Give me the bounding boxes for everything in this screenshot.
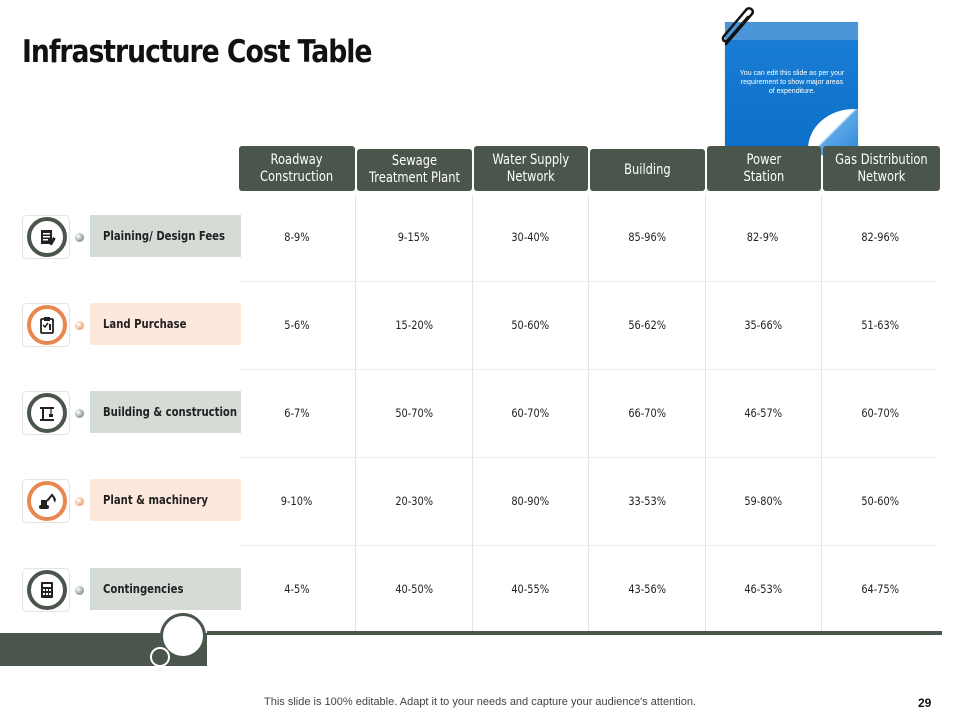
row-icon-badge	[27, 217, 67, 257]
column-header-sewage: Sewage Treatment Plant	[357, 149, 472, 191]
column-divider	[588, 195, 589, 632]
table-cell: 64-75%	[861, 582, 899, 596]
row-label: Contingencies	[90, 568, 241, 610]
crane-icon	[40, 407, 54, 421]
column-divider	[705, 195, 706, 632]
table-cell: 46-53%	[744, 582, 782, 596]
paperclip-icon	[721, 7, 754, 46]
table-cell: 50-60%	[861, 494, 899, 508]
bottom-rule	[207, 631, 942, 635]
page-title: Infrastructure Cost Table	[22, 34, 372, 70]
calculator-icon	[41, 582, 53, 598]
row-icon-badge	[27, 305, 67, 345]
table-cell: 4-5%	[284, 582, 310, 596]
table-cell: 85-96%	[628, 230, 666, 244]
column-divider	[821, 195, 822, 632]
table-cell: 51-63%	[861, 318, 899, 332]
table-cell: 6-7%	[284, 406, 310, 420]
table-cell: 82-9%	[747, 230, 779, 244]
sticky-note-text: You can edit this slide as per your requ…	[739, 70, 845, 95]
table-cell: 9-10%	[281, 494, 313, 508]
table-cell: 59-80%	[744, 494, 782, 508]
row-icon-badge	[27, 570, 67, 610]
column-divider	[472, 195, 473, 632]
column-header-water-supply: Water Supply Network	[474, 146, 588, 191]
table-cell: 80-90%	[511, 494, 549, 508]
row-icon-badge	[27, 481, 67, 521]
row-icon-badge	[27, 393, 67, 433]
table-cell: 56-62%	[628, 318, 666, 332]
table-cell: 8-9%	[284, 230, 310, 244]
page-number: 29	[918, 696, 932, 710]
table-cell: 50-60%	[511, 318, 549, 332]
footer-text: This slide is 100% editable. Adapt it to…	[264, 696, 696, 708]
row-label: Plant & machinery	[90, 479, 241, 521]
table-cell: 43-56%	[628, 582, 666, 596]
row-divider	[240, 457, 937, 458]
table-cell: 46-57%	[744, 406, 782, 420]
column-header-roadway: Roadway Construction	[239, 146, 355, 191]
table-cell: 40-50%	[395, 582, 433, 596]
column-header-gas-distribution: Gas Distribution Network	[823, 146, 940, 191]
sticky-note-band	[725, 22, 858, 40]
decorative-circle-small	[150, 647, 170, 667]
column-header-building: Building	[590, 149, 705, 191]
table-cell: 50-70%	[395, 406, 433, 420]
table-cell: 35-66%	[744, 318, 782, 332]
column-divider	[355, 195, 356, 632]
row-label: Plaining/ Design Fees	[90, 215, 241, 257]
table-cell: 66-70%	[628, 406, 666, 420]
table-cell: 82-96%	[861, 230, 899, 244]
connector-dot	[75, 409, 84, 418]
table-cell: 9-15%	[398, 230, 430, 244]
connector-dot	[75, 321, 84, 330]
connector-dot	[75, 233, 84, 242]
excavator-icon	[39, 493, 56, 509]
table-cell: 15-20%	[395, 318, 433, 332]
sticky-note: You can edit this slide as per your requ…	[725, 22, 858, 155]
row-divider	[240, 281, 937, 282]
connector-dot	[75, 586, 84, 595]
clipboard-icon	[40, 317, 54, 334]
table-cell: 5-6%	[284, 318, 310, 332]
row-divider	[240, 545, 937, 546]
document-icon	[41, 230, 56, 246]
connector-dot	[75, 497, 84, 506]
row-label: Land Purchase	[90, 303, 241, 345]
row-divider	[240, 369, 937, 370]
table-cell: 40-55%	[511, 582, 549, 596]
table-cell: 60-70%	[511, 406, 549, 420]
table-cell: 20-30%	[395, 494, 433, 508]
table-cell: 60-70%	[861, 406, 899, 420]
row-label: Building & construction	[90, 391, 241, 433]
table-cell: 30-40%	[511, 230, 549, 244]
table-cell: 33-53%	[628, 494, 666, 508]
column-header-power-station: Power Station	[707, 146, 821, 191]
